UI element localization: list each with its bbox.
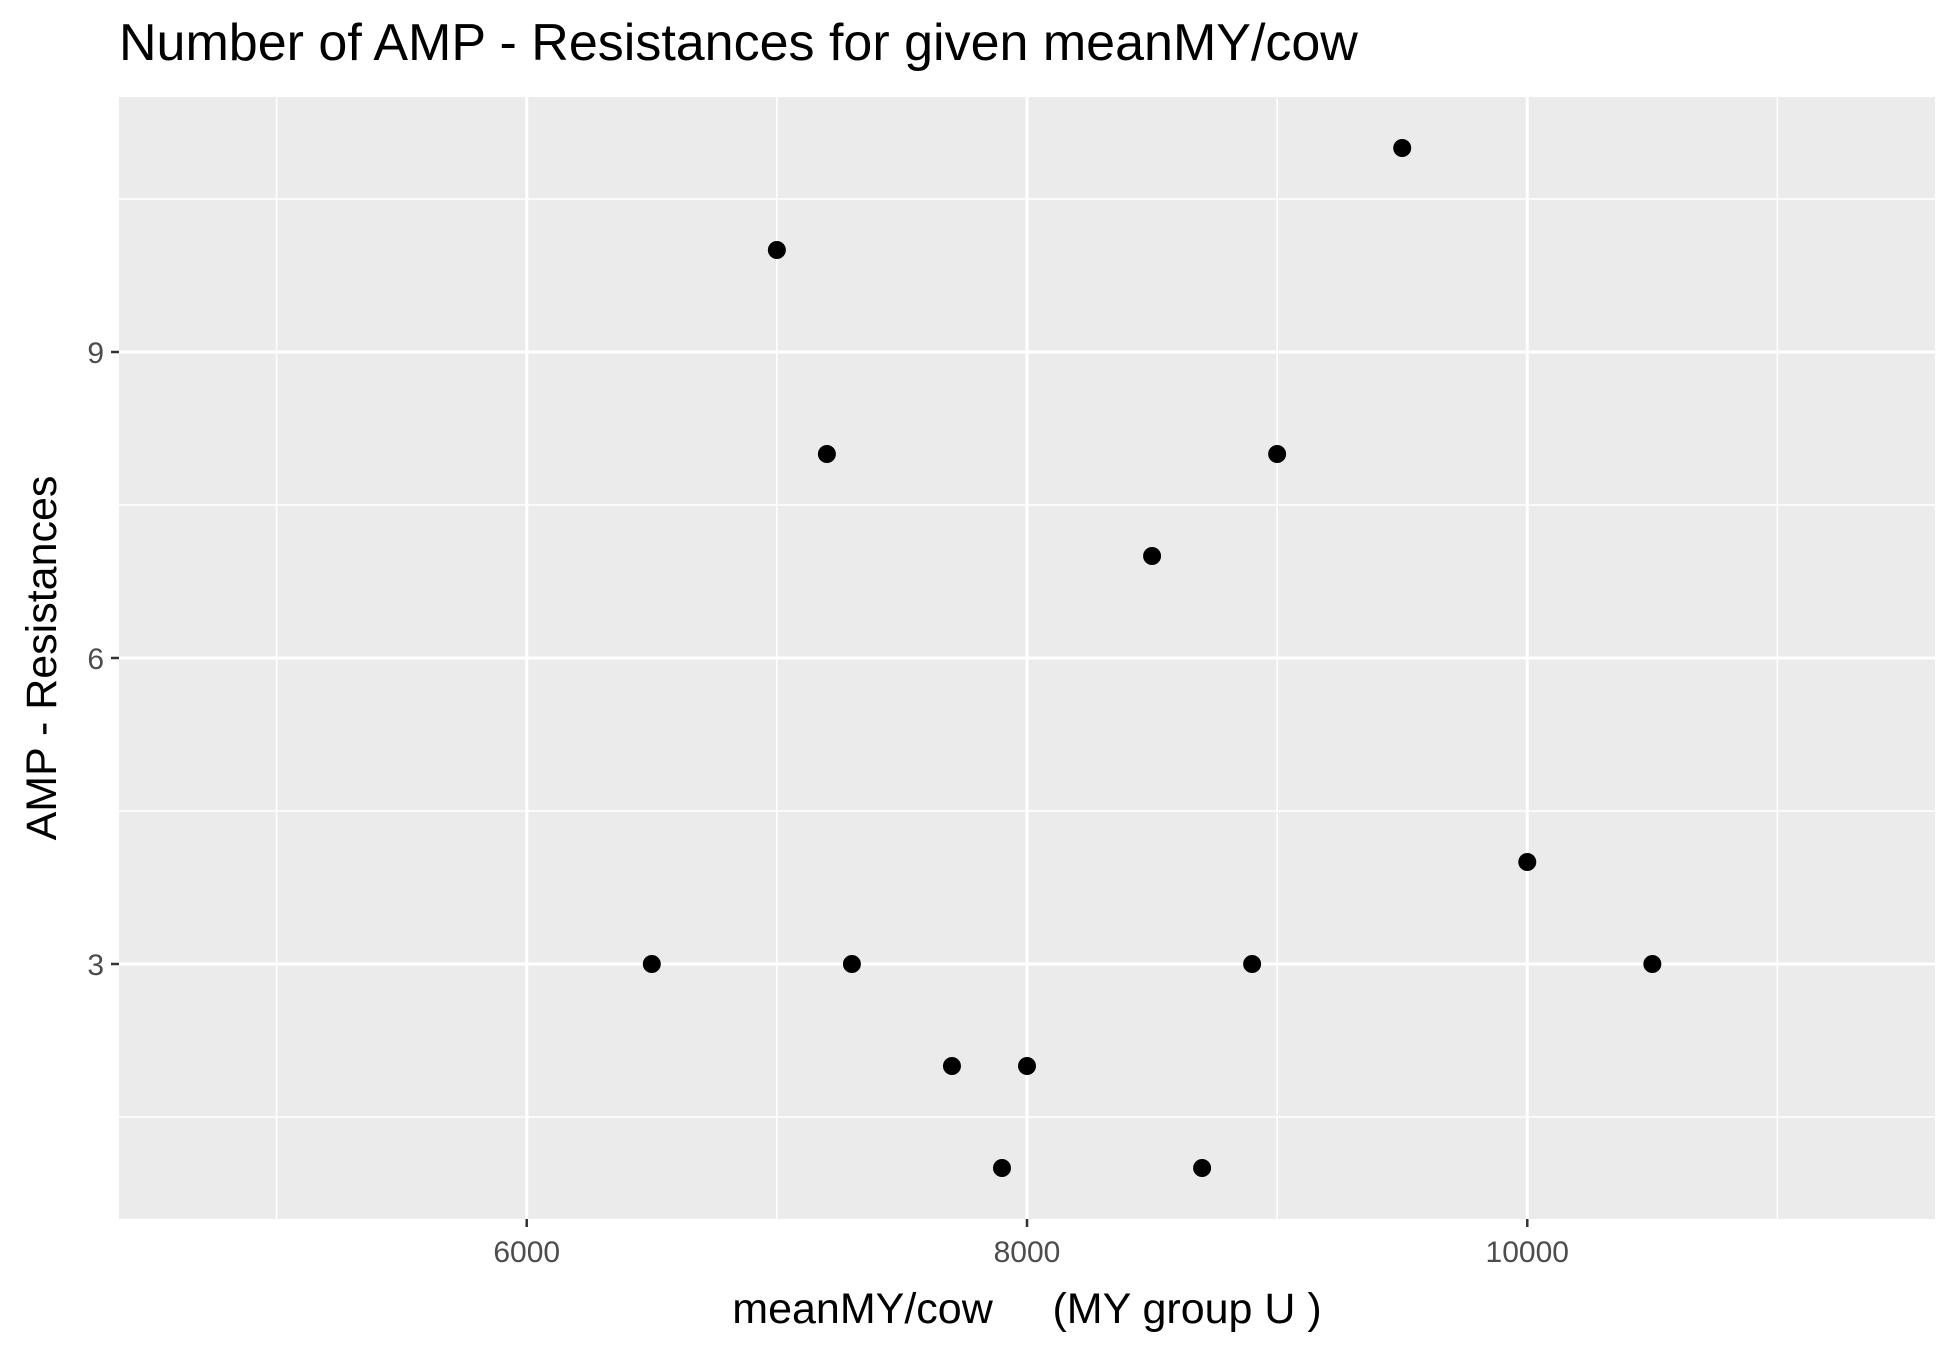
y-tick-label: 9	[87, 337, 104, 370]
data-point	[992, 1159, 1011, 1177]
x-axis-title: meanMY/cow (MY group U )	[732, 1285, 1321, 1333]
data-point	[1018, 1057, 1036, 1075]
data-points	[642, 139, 1662, 1177]
x-tick-label: 10000	[1486, 1236, 1569, 1269]
y-axis-title: AMP - Resistances	[18, 476, 66, 841]
data-point	[817, 445, 836, 463]
data-point	[1518, 853, 1537, 871]
data-point	[1643, 955, 1662, 973]
data-point	[842, 955, 861, 973]
data-point	[767, 241, 786, 259]
data-point	[942, 1057, 961, 1075]
y-axis-ticks: 3 6 9	[87, 337, 119, 982]
y-tick-label: 6	[87, 643, 104, 676]
data-point	[1243, 955, 1262, 973]
data-point	[642, 955, 661, 973]
data-point	[1393, 139, 1412, 157]
major-gridlines	[119, 97, 1935, 1219]
data-point	[1193, 1159, 1212, 1177]
x-axis-ticks: 6000 8000 10000	[493, 1219, 1569, 1269]
data-point	[1268, 445, 1287, 463]
chart-title: Number of AMP - Resistances for given me…	[119, 14, 1358, 72]
x-tick-label: 6000	[493, 1236, 560, 1269]
x-tick-label: 8000	[994, 1236, 1061, 1269]
data-point	[1143, 547, 1162, 565]
y-tick-label: 3	[87, 949, 104, 982]
